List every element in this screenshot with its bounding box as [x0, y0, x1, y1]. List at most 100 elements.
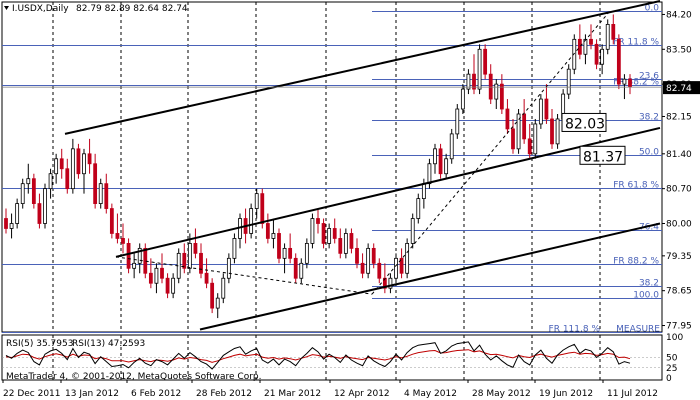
- fib-label-10: FR 111.8 %: [549, 325, 601, 335]
- candle-body-1: [9, 223, 14, 229]
- fib-label-4: 38.2: [639, 113, 659, 123]
- candle-body-53: [299, 262, 304, 279]
- candle-body-73: [410, 218, 415, 244]
- current-price-label: 82.74: [663, 81, 700, 95]
- price-tick-label-5: 80.70: [666, 185, 692, 195]
- date-tick-label-7: 28 May 2012: [472, 389, 531, 399]
- candle-body-50: [282, 247, 287, 259]
- date-tick-label-1: 13 Jan 2012: [65, 389, 119, 399]
- candle-body-36: [204, 272, 209, 284]
- candle-body-94: [527, 138, 532, 155]
- candle-body-26: [148, 272, 153, 284]
- candle-body-84: [472, 73, 476, 90]
- candle-body-112: [628, 78, 632, 88]
- candle-body-34: [193, 243, 198, 254]
- candle-body-30: [171, 277, 176, 294]
- candle-body-79: [444, 158, 449, 175]
- candle-body-16: [93, 163, 98, 204]
- candle-body-25: [143, 247, 148, 274]
- fib-label-2: 23.6: [639, 72, 659, 82]
- candle-body-104: [583, 38, 588, 55]
- fib-label-7: 76.4: [639, 223, 659, 233]
- price-tick-label-0: 84.20: [666, 10, 692, 20]
- candle-body-65: [366, 247, 371, 274]
- candle-body-88: [494, 83, 499, 100]
- price-tick-label-7: 79.35: [666, 252, 692, 262]
- candle-body-24: [137, 247, 142, 264]
- candle-body-13: [76, 148, 81, 175]
- candle-body-105: [589, 38, 593, 45]
- candle-body-37: [210, 282, 215, 309]
- rsi13-line: [5, 349, 631, 363]
- candle-body-62: [349, 233, 354, 249]
- chart-header: I.USDX,Daily 82.79 82.89 82.64 82.74: [4, 4, 188, 14]
- date-tick-label-9: 11 Jul 2012: [607, 389, 658, 399]
- candle-body-38: [215, 297, 220, 309]
- candle-body-58: [327, 228, 332, 244]
- price-tick-label-8: 78.65: [666, 287, 692, 297]
- candle-body-90: [505, 108, 510, 130]
- candle-body-19: [109, 208, 114, 234]
- candle-body-85: [477, 48, 482, 90]
- candle-body-3: [20, 183, 25, 204]
- candle-body-80: [449, 133, 454, 160]
- fib-label-0: 0.0: [645, 4, 660, 14]
- rsi5-line: [5, 341, 631, 370]
- date-tick-label-5: 12 Apr 2012: [334, 389, 390, 399]
- channel-mid-rail: [115, 126, 661, 258]
- channel-lower-rail: [199, 222, 661, 331]
- candle-body-83: [466, 73, 471, 90]
- date-tick-label-0: 22 Dec 2011: [3, 389, 61, 399]
- candle-body-69: [388, 277, 393, 289]
- price-tick-label-9: 77.95: [666, 322, 692, 332]
- candle-body-103: [577, 38, 582, 55]
- fib-label-5: 50.0: [639, 148, 659, 158]
- candle-body-67: [377, 262, 382, 279]
- candle-body-75: [421, 183, 426, 200]
- candle-body-0: [4, 218, 8, 229]
- candle-body-28: [160, 267, 164, 279]
- candle-body-18: [104, 183, 109, 209]
- candle-body-51: [288, 247, 293, 259]
- candle-body-52: [293, 257, 298, 279]
- rsi5-label: RSI(5) 35.7953: [6, 339, 73, 349]
- fib-label-1: FR 11.8 %: [613, 38, 659, 48]
- candle-body-98: [550, 118, 554, 145]
- symbol-timeframe: I.USDX,Daily: [12, 4, 69, 14]
- candle-body-93: [522, 113, 527, 140]
- candle-body-15: [87, 153, 92, 165]
- fibonacci-levels: 0.0 FR 11.8 % 23.6FR 38.2 % 38.2 50.0 FR 61.8…: [2, 4, 662, 335]
- candle-body-92: [516, 113, 521, 150]
- fib-label-3: FR 38.2 %: [613, 78, 659, 88]
- candle-body-71: [399, 257, 404, 274]
- candle-body-101: [566, 68, 571, 95]
- candle-body-5: [31, 178, 36, 204]
- price-tick-label-4: 81.40: [666, 150, 692, 160]
- rsi-level-label-1: 50: [666, 354, 678, 364]
- candle-body-45: [254, 193, 259, 209]
- candle-body-33: [187, 243, 192, 269]
- candle-body-48: [271, 233, 276, 239]
- candle-body-110: [616, 38, 621, 85]
- dropdown-triangle-icon: [4, 6, 9, 10]
- candle-body-77: [433, 148, 437, 165]
- candle-body-102: [572, 38, 577, 70]
- candle-body-87: [488, 73, 493, 100]
- annotation-text-1: 81.37: [583, 149, 623, 165]
- candle-body-54: [304, 243, 309, 264]
- trend-segment-2: [371, 10, 611, 295]
- fib-label-11: MEASURE: [616, 325, 660, 335]
- candle-body-9: [54, 158, 59, 175]
- candle-body-81: [455, 108, 460, 135]
- fib-label-8: FR 88.2 %: [613, 257, 659, 267]
- candle-body-86: [483, 48, 488, 75]
- candle-body-21: [121, 238, 125, 244]
- candle-body-17: [98, 183, 103, 204]
- copyright-text: MetaTrader 4, © 2001-2012, MetaQuotes So…: [6, 372, 262, 382]
- candle-body-23: [132, 262, 137, 269]
- trend-segment-1: [115, 256, 373, 295]
- candle-body-11: [65, 168, 70, 190]
- channel-lines: [64, 0, 661, 331]
